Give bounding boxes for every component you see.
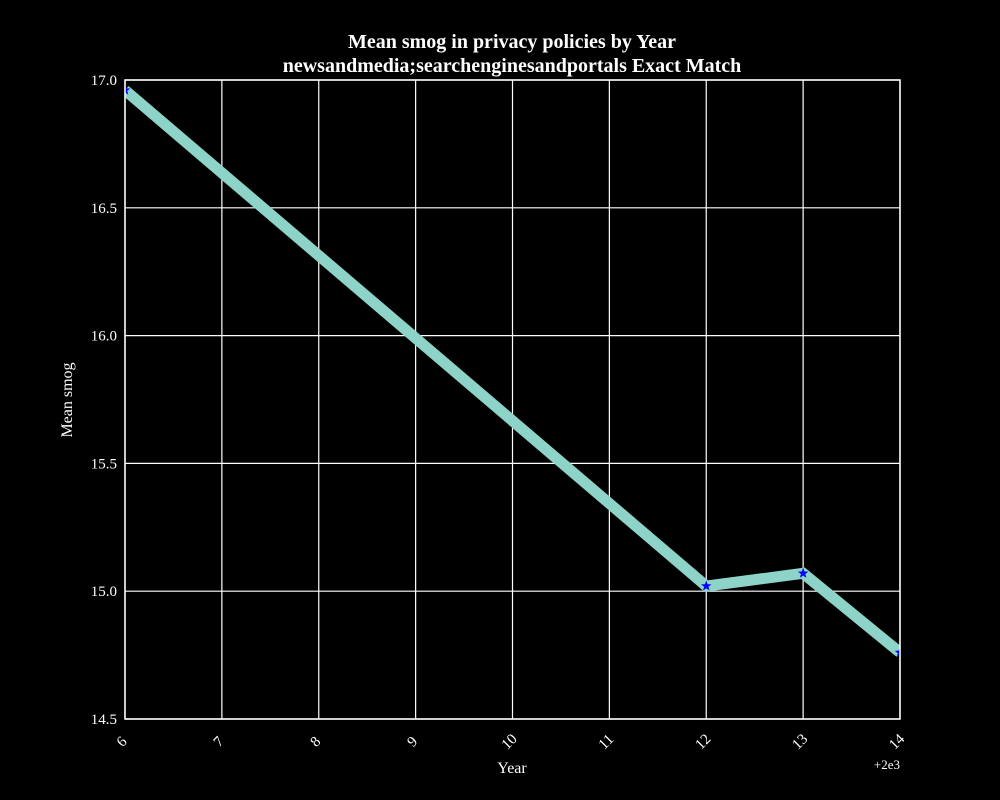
chart-title-line-2: newsandmedia;searchenginesandportals Exa… [283,55,742,77]
data-point [701,580,712,591]
y-tick-label: 17.0 [91,73,117,89]
series-layer [125,84,900,657]
grid-lines [124,79,901,720]
y-tick-label: 16.5 [91,201,117,217]
y-tick-label: 15.0 [91,584,117,600]
axes-frame [124,79,901,720]
x-axis-label: Year [497,760,527,777]
data-point [797,567,809,578]
series-line [125,86,900,657]
y-tick-label: 14.5 [91,712,117,728]
y-tick-label: 15.5 [91,456,117,472]
plot-area [125,84,900,657]
y-axis-label: Mean smog [59,362,76,437]
x-offset-label: +2e3 [874,757,900,772]
y-tick-label: 16.0 [91,329,117,345]
data-point [894,647,900,657]
chart-title-line-1: Mean smog in privacy policies by Year [348,31,676,53]
y-tick-labels: 14.5 15.0 15.5 16.0 16.5 17.0 [91,73,117,728]
data-point [125,84,131,95]
